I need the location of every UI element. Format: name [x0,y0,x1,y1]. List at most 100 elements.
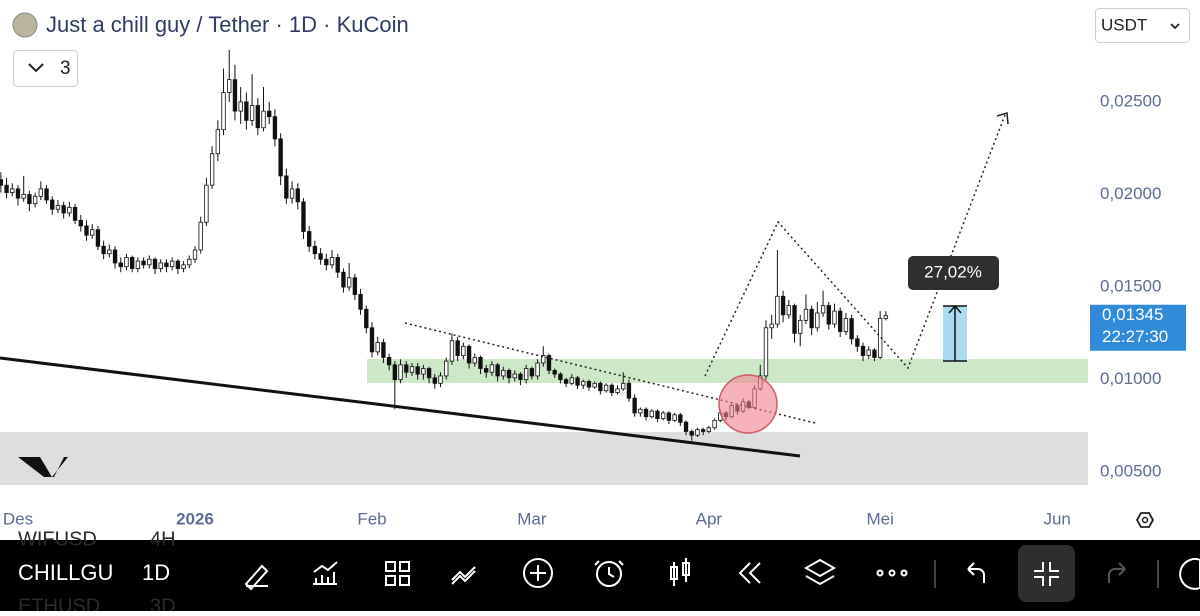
candle-body [786,305,791,316]
last-price: 0,01345 [1102,305,1163,324]
candle-body [209,153,215,186]
candle-body [341,271,346,288]
tv-logo [18,457,68,477]
candle-body [563,379,569,384]
candle-body [569,377,575,384]
candle-body [495,364,500,377]
candle-body [484,368,489,373]
candle-body [267,110,272,118]
candle-body [518,373,523,381]
candle-body [198,221,203,251]
candle-body [632,397,637,414]
candle-body [409,366,415,373]
candle-body [4,184,9,193]
candle-body [466,345,472,364]
candle-body [10,188,15,193]
candle-body [581,381,586,386]
clock-hands [594,560,624,578]
replay-icon[interactable] [738,562,761,584]
candle-body [849,318,854,340]
candle-body [798,319,803,334]
candle-body [683,421,689,432]
settings-button[interactable] [1135,512,1155,528]
redo-icon[interactable] [1108,562,1126,583]
candle-body [44,188,49,201]
candle-body [775,295,780,325]
brush-icon[interactable] [244,564,269,591]
layers-button[interactable] [13,50,78,87]
projection-arrow [996,112,1009,125]
candle-body [421,368,426,375]
candle-body [792,305,797,334]
alert-icon[interactable] [596,561,622,587]
measure-label: 27,02% [924,262,982,281]
more-icon[interactable] [900,569,908,577]
toolbar-icons [244,545,1200,602]
candle-body [615,388,620,393]
candle-body [820,305,826,314]
candle-body [295,188,300,203]
toolbar [0,540,1200,611]
candle-body [472,357,477,364]
y-tick-label: 0,01500 [1100,277,1161,296]
candle-body [809,308,814,329]
candle-body [478,357,483,369]
undo-icon[interactable] [967,562,985,583]
candle-body [638,408,643,414]
candle-body [529,368,535,377]
candle-body [706,427,712,432]
candle-body [575,377,580,386]
candle-body [832,310,837,325]
candle-body [107,249,112,255]
add-icon[interactable] [523,558,553,588]
patterns-icon[interactable] [451,566,476,585]
watch-interval: 3D [150,595,176,611]
watch-interval: 4H [150,528,176,550]
x-tick-label: Mei [866,509,893,528]
avatar[interactable] [12,12,38,38]
projection-path [704,114,1006,377]
candles [0,50,889,441]
candle-body [712,419,717,429]
candle-body [666,412,672,421]
candle-body [398,364,403,381]
candle-body [780,295,786,316]
layers-icon[interactable] [803,558,837,586]
candle-body [506,369,512,379]
candle-body [90,229,95,236]
x-tick-label: 2026 [176,509,214,528]
breakout-circle [718,374,778,434]
candle-body [489,364,495,373]
candle-body [15,188,21,199]
candle-body [866,349,871,356]
currency-select[interactable] [1095,8,1190,43]
toolbar-symbol[interactable]: CHILLGU [18,560,113,585]
candle-body [803,308,809,321]
x-tick-label: Jun [1043,509,1070,528]
candle-body [769,323,774,329]
candle-body [147,258,152,266]
candle-body [67,207,72,214]
candle-body [381,342,386,358]
candle-body [0,179,4,186]
candles-icon[interactable] [670,558,690,586]
indicators-icon[interactable] [313,561,338,585]
candle-body [124,257,129,268]
candle-body [192,249,198,260]
candle-body [112,249,118,264]
dot [888,569,896,577]
fullscreen-button[interactable] [1018,545,1075,602]
candle-body [552,369,557,375]
layers-count: 3 [60,58,71,79]
layout-icon[interactable] [385,561,410,586]
candle-body [329,257,335,266]
candle-body [689,431,694,436]
edge-icon[interactable] [1179,557,1200,590]
dot [876,569,884,577]
plus [530,565,546,581]
candle-body [301,201,306,232]
toolbar-interval[interactable]: 1D [142,560,170,585]
candle-body [438,375,443,384]
candle-body [118,262,123,268]
